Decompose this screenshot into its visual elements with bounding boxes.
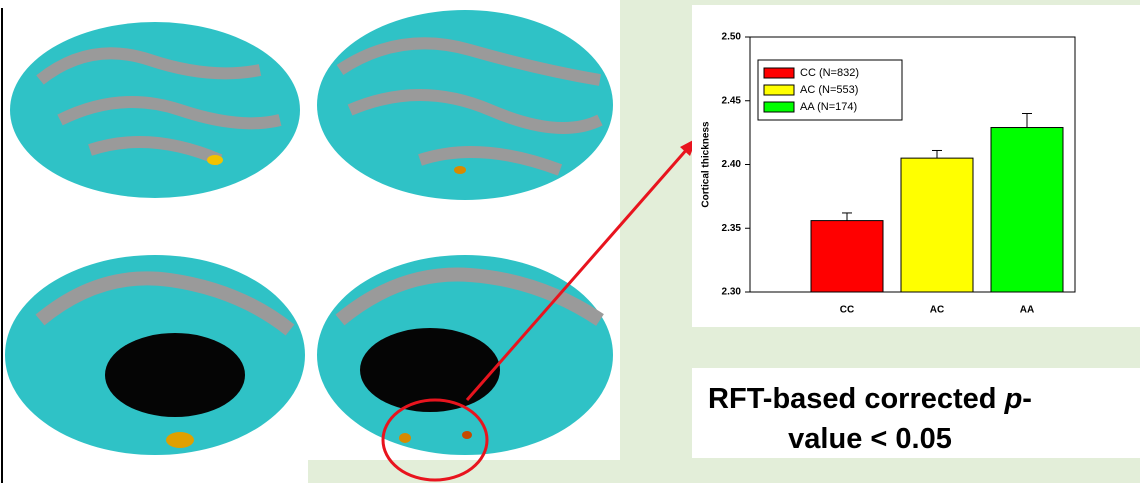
bar xyxy=(900,157,974,293)
bar xyxy=(810,220,884,293)
annotation-text: value < 0.05 xyxy=(788,423,952,455)
x-tick-label: CC xyxy=(840,305,854,316)
highlight-circle xyxy=(381,398,489,482)
arrow xyxy=(465,147,690,401)
y-axis-label: Cortical thickness xyxy=(701,121,712,208)
corpus xyxy=(360,328,500,412)
bar xyxy=(990,127,1064,293)
legend-swatch xyxy=(763,84,795,96)
gyri xyxy=(36,47,282,166)
y-tick-label: 2.50 xyxy=(722,32,742,43)
brain xyxy=(10,22,300,198)
x-tick-label: AA xyxy=(1020,305,1034,316)
corpus xyxy=(105,333,245,417)
y-tick-label: 2.30 xyxy=(722,287,742,298)
brain-images xyxy=(5,10,697,482)
gyri xyxy=(336,37,603,176)
gyri xyxy=(35,271,295,336)
x-tick-label: AC xyxy=(930,305,944,316)
chart: 2.30 2.35 2.40 2.45 2.50 Cortical thickness CC… xyxy=(701,32,1076,316)
annotation-text: RFT-based corrected xyxy=(708,383,996,415)
annotation: RFT-based corrected p- xyxy=(708,383,1032,415)
spot xyxy=(462,431,472,439)
gyri xyxy=(335,267,604,326)
legend-swatch xyxy=(763,67,795,79)
legend-label: AC (N=553) xyxy=(800,84,858,96)
legend-swatch xyxy=(763,101,795,113)
spot xyxy=(166,432,194,448)
annotation-box xyxy=(692,368,1140,458)
spot xyxy=(207,155,223,165)
y-tick-label: 2.35 xyxy=(722,223,742,234)
legend-label: AA (N=174) xyxy=(800,101,857,113)
annotation-text: - xyxy=(1022,383,1032,415)
spot xyxy=(399,433,411,443)
y-tick-label: 2.40 xyxy=(722,159,742,170)
spot xyxy=(454,166,466,174)
y-tick-label: 2.45 xyxy=(722,95,742,106)
legend-label: CC (N=832) xyxy=(800,67,859,79)
annotation-text: p xyxy=(1004,383,1023,415)
brain-panel xyxy=(0,460,308,483)
